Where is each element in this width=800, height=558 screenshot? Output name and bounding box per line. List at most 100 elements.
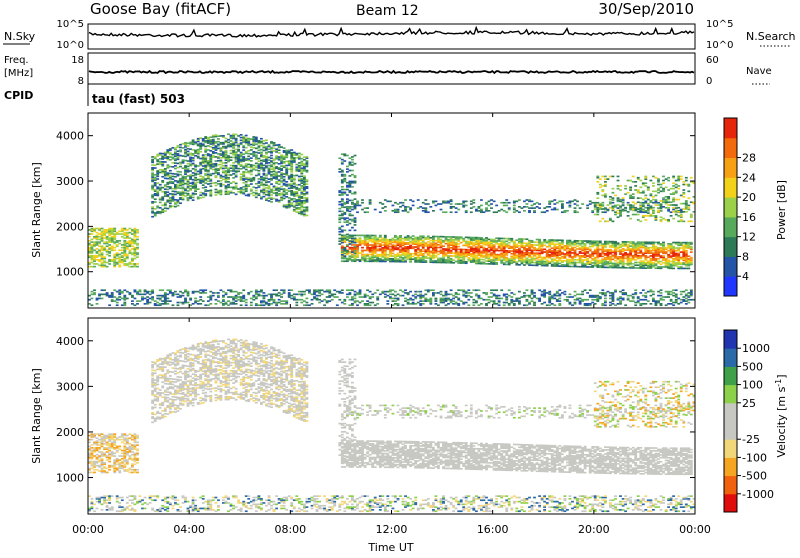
echo-cell — [576, 205, 579, 207]
echo-cell — [235, 291, 238, 293]
echo-cell — [166, 289, 169, 291]
echo-cell — [647, 242, 650, 244]
echo-cell — [480, 205, 483, 207]
echo-cell — [300, 176, 303, 178]
echo-cell — [417, 237, 420, 239]
echo-cell — [192, 153, 195, 155]
echo-cell — [601, 195, 604, 197]
echo-cell — [407, 242, 410, 244]
echo-cell — [452, 259, 455, 261]
echo-cell — [131, 263, 134, 265]
echo-cell — [508, 258, 511, 260]
echo-cell — [596, 204, 599, 206]
echo-cell — [591, 202, 594, 204]
echo-cell — [682, 208, 685, 210]
echo-cell — [268, 148, 271, 150]
echo-cell — [485, 237, 488, 239]
echo-cell — [508, 245, 511, 247]
echo-cell — [609, 176, 612, 178]
echo-cell — [376, 246, 379, 248]
echo-cell — [118, 233, 121, 235]
echo-cell — [240, 296, 243, 298]
echo-cell — [359, 259, 362, 261]
echo-cell — [498, 243, 501, 245]
echo-cell — [217, 164, 220, 166]
echo-cell — [536, 239, 539, 241]
echo-cell — [303, 213, 306, 215]
echo-cell — [172, 181, 175, 183]
echo-cell — [217, 183, 220, 185]
echo-cell — [270, 294, 273, 296]
echo-cell — [599, 260, 602, 262]
echo-cell — [194, 169, 197, 171]
echo-cell — [639, 250, 642, 252]
echo-cell — [558, 242, 561, 244]
echo-cell — [457, 251, 460, 253]
echo-cell — [197, 143, 200, 145]
echo-cell — [247, 156, 250, 158]
echo-cell — [197, 171, 200, 173]
echo-cell — [591, 251, 594, 253]
echo-cell — [270, 178, 273, 180]
echo-cell — [172, 292, 175, 294]
echo-cell — [285, 300, 288, 302]
echo-cell — [242, 166, 245, 168]
echo-cell — [518, 264, 521, 266]
echo-cell — [290, 295, 293, 297]
echo-cell — [548, 239, 551, 241]
echo-cell — [151, 159, 154, 161]
echo-cell — [222, 170, 225, 172]
echo-cell — [596, 260, 599, 262]
echo-cell — [622, 197, 625, 199]
echo-cell — [113, 289, 116, 291]
echo-cell — [644, 241, 647, 243]
echo-cell — [255, 165, 258, 167]
echo-cell — [392, 244, 395, 246]
echo-cell — [207, 170, 210, 172]
echo-cell — [619, 199, 622, 201]
nsearch-tick-bottom: 10^0 — [706, 40, 733, 51]
echo-cell — [650, 193, 653, 195]
echo-cell — [665, 258, 668, 260]
echo-cell — [161, 153, 164, 155]
echo-cell — [250, 183, 253, 185]
echo-cell — [402, 238, 405, 240]
echo-cell — [204, 136, 207, 138]
echo-cell — [503, 210, 506, 212]
echo-cell — [359, 235, 362, 237]
echo-cell — [424, 260, 427, 262]
echo-cell — [202, 192, 205, 194]
echo-cell — [151, 167, 154, 169]
echo-cell — [650, 250, 653, 252]
echo-cell — [164, 178, 167, 180]
echo-cell — [303, 193, 306, 195]
echo-cell — [283, 165, 286, 167]
echo-cell — [612, 221, 615, 223]
echo-cell — [384, 206, 387, 208]
echo-cell — [116, 244, 119, 246]
echo-cell — [609, 265, 612, 267]
echo-cell — [553, 239, 556, 241]
nsearch-label: N.Search — [746, 30, 796, 43]
echo-cell — [280, 154, 283, 156]
echo-cell — [437, 203, 440, 205]
echo-cell — [440, 249, 443, 251]
echo-cell — [275, 166, 278, 168]
echo-cell — [258, 145, 261, 147]
echo-cell — [199, 194, 202, 196]
echo-cell — [199, 151, 202, 153]
echo-cell — [265, 187, 268, 189]
echo-cell — [230, 159, 233, 161]
echo-cell — [106, 236, 109, 238]
echo-cell — [270, 151, 273, 153]
echo-cell — [369, 235, 372, 237]
echo-cell — [263, 146, 266, 148]
echo-cell — [215, 145, 218, 147]
echo-cell — [263, 165, 266, 167]
echo-cell — [379, 239, 382, 241]
echo-cell — [604, 193, 607, 195]
echo-cell — [189, 153, 192, 155]
echo-cell — [303, 200, 306, 202]
echo-cell — [612, 192, 615, 194]
echo-cell — [290, 198, 293, 200]
